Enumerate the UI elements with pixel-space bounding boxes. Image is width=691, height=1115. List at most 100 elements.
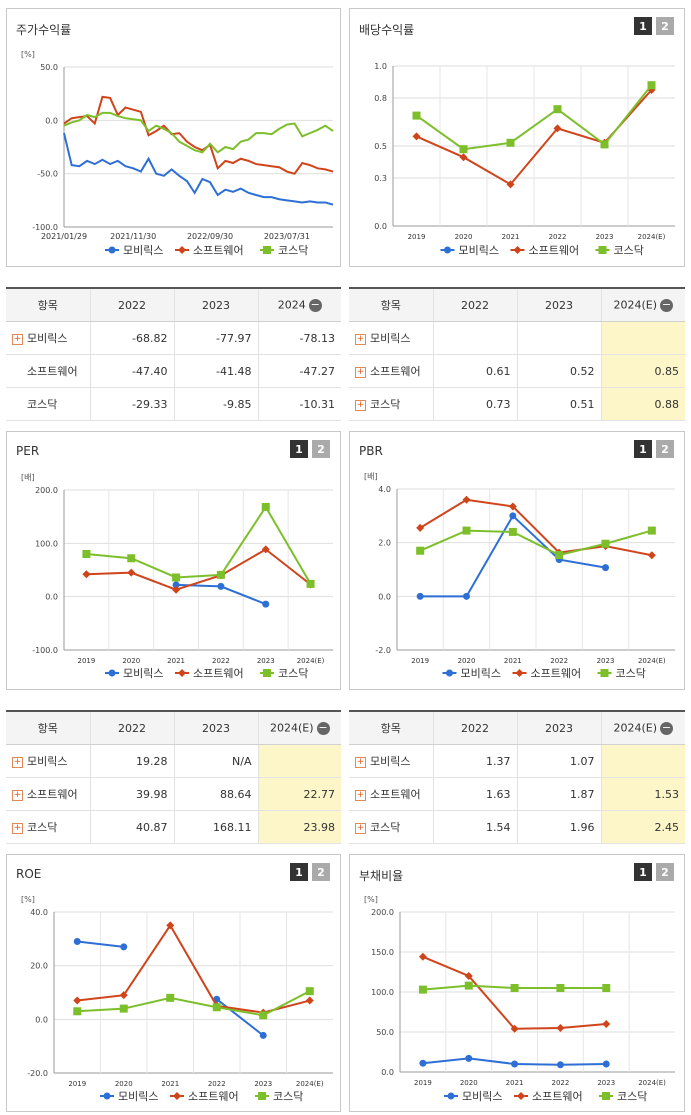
plus-box-icon[interactable]: + bbox=[12, 333, 23, 345]
minus-circle-icon[interactable]: − bbox=[316, 720, 330, 735]
x-tick-label: 2020 bbox=[115, 1080, 133, 1088]
tab-2[interactable]: 2 bbox=[656, 863, 674, 881]
x-tick-label: 2021/01/29 bbox=[41, 232, 87, 241]
tab-group: 1 2 bbox=[634, 17, 674, 35]
legend-label-kosdaq: 코스닥 bbox=[616, 667, 646, 680]
x-tick-label: 2023 bbox=[597, 1079, 615, 1087]
table-cell bbox=[516, 321, 601, 355]
table-cell: 168.11 bbox=[173, 810, 258, 844]
table-cell: 2.45 bbox=[600, 810, 685, 844]
plus-box-icon[interactable]: + bbox=[12, 789, 23, 801]
data-point-kosdaq bbox=[412, 111, 421, 120]
x-tick-label: 2021 bbox=[161, 1080, 179, 1088]
table-row: + 소프트웨어 1.63 1.87 1.53 bbox=[349, 777, 685, 811]
table-cell: 1.53 bbox=[600, 777, 685, 811]
tab-1[interactable]: 1 bbox=[290, 440, 308, 458]
pbr-panel: PBR 1 2 [배] 4.0 2.0 0.0 -2.0 2019 2020 2021 2022… bbox=[349, 431, 685, 690]
panel-title: 주가수익률 bbox=[16, 23, 72, 37]
tab-1[interactable]: 1 bbox=[634, 440, 652, 458]
series-line-software bbox=[63, 95, 334, 175]
table-row: + 소프트웨어 39.98 88.64 22.77 bbox=[6, 777, 341, 811]
tab-1[interactable]: 1 bbox=[634, 863, 652, 881]
data-point-mobirix bbox=[120, 943, 128, 951]
table-row: 코스닥 -29.33 -9.85 -10.31 bbox=[6, 387, 341, 421]
data-point-kosdaq bbox=[647, 81, 656, 90]
legend-marker-mobirix bbox=[446, 669, 453, 677]
x-tick-label: 2020 bbox=[458, 657, 476, 665]
x-tick-label: 2021 bbox=[506, 1079, 524, 1087]
tab-1[interactable]: 1 bbox=[290, 863, 308, 881]
table-cell: 23.98 bbox=[257, 810, 341, 844]
data-point-software bbox=[73, 996, 82, 1005]
tab-2[interactable]: 2 bbox=[656, 17, 674, 35]
plus-box-icon[interactable]: + bbox=[355, 822, 366, 834]
legend-label-software: 소프트웨어 bbox=[531, 667, 582, 680]
data-point-mobirix bbox=[602, 1060, 610, 1068]
legend-marker-kosdaq bbox=[602, 1092, 610, 1100]
table-row: + 모비릭스 -68.82 -77.97 -78.13 bbox=[6, 321, 341, 355]
roe-panel: ROE 1 2 [%] 40.0 20.0 0.0 -20.0 2019 2020 2021 2… bbox=[6, 854, 341, 1112]
plus-box-icon[interactable]: + bbox=[12, 822, 23, 834]
data-point-mobirix bbox=[556, 1061, 564, 1069]
data-point-kosdaq bbox=[119, 1004, 128, 1013]
plus-box-icon[interactable]: + bbox=[355, 399, 366, 411]
table-cell: 1.87 bbox=[516, 777, 601, 811]
data-point-software bbox=[508, 502, 517, 511]
plus-box-icon[interactable]: + bbox=[355, 789, 366, 801]
x-tick-label: 2020 bbox=[460, 1079, 478, 1087]
tab-2[interactable]: 2 bbox=[656, 440, 674, 458]
row-label: + 소프트웨어 bbox=[349, 777, 433, 811]
table-cell: 0.88 bbox=[600, 387, 685, 421]
table-row: + 코스닥 1.54 1.96 2.45 bbox=[349, 810, 685, 844]
data-point-software bbox=[459, 153, 468, 162]
minus-circle-icon[interactable]: − bbox=[660, 297, 674, 312]
table-cell: N/A bbox=[173, 744, 258, 778]
tab-group: 1 2 bbox=[290, 863, 330, 881]
panel-title: PER bbox=[16, 444, 40, 458]
data-point-kosdaq bbox=[306, 579, 315, 588]
legend-label-mobirix: 모비릭스 bbox=[123, 244, 163, 257]
tab-group: 1 2 bbox=[290, 440, 330, 458]
legend-label-mobirix: 모비릭스 bbox=[462, 1090, 502, 1103]
tab-group: 1 2 bbox=[634, 863, 674, 881]
data-point-software bbox=[510, 1024, 519, 1033]
legend-marker-mobirix bbox=[444, 246, 451, 254]
y-tick-label: -2.0 bbox=[375, 646, 391, 655]
data-point-mobirix bbox=[511, 1060, 519, 1068]
plus-box-icon[interactable]: + bbox=[355, 756, 366, 768]
pbr-chart: [배]4.0 2.0 0.0 -2.0 2019 2020 2021 2022 2023 2024… bbox=[364, 472, 675, 680]
series-line-kosdaq bbox=[415, 84, 653, 151]
plus-box-icon[interactable]: + bbox=[355, 366, 366, 378]
legend-label-mobirix: 모비릭스 bbox=[459, 244, 499, 257]
plus-box-icon[interactable]: + bbox=[12, 756, 23, 768]
x-tick-label: 2021 bbox=[504, 657, 522, 665]
x-tick-label: 2024(E) bbox=[638, 1079, 666, 1087]
table-cell: 0.51 bbox=[516, 387, 601, 421]
data-point-kosdaq bbox=[73, 1007, 82, 1016]
col-header: 항목 bbox=[6, 710, 90, 745]
table-cell: -9.85 bbox=[173, 387, 258, 421]
row-label: 소프트웨어 bbox=[6, 354, 90, 388]
table-cell bbox=[257, 744, 341, 778]
tab-1[interactable]: 1 bbox=[634, 17, 652, 35]
col-header: 2024− bbox=[257, 287, 341, 322]
table-cell: 0.61 bbox=[432, 354, 517, 388]
table-cell: 19.28 bbox=[89, 744, 174, 778]
y-tick-label: -100.0 bbox=[32, 646, 58, 655]
tab-2[interactable]: 2 bbox=[312, 863, 330, 881]
row-label: + 소프트웨어 bbox=[349, 354, 433, 388]
y-tick-label: -50.0 bbox=[37, 170, 58, 179]
x-tick-label: 2023 bbox=[254, 1080, 272, 1088]
y-tick-label: 0.0 bbox=[35, 1015, 48, 1024]
minus-circle-icon[interactable]: − bbox=[660, 720, 674, 735]
y-tick-label: 50.0 bbox=[40, 63, 58, 72]
per-table: 항목 2022 2023 2024(E) − + 모비릭스 19.28 N/A + 소… bbox=[6, 710, 341, 844]
data-point-software bbox=[416, 523, 425, 532]
data-point-software bbox=[127, 568, 136, 577]
col-header: 항목 bbox=[6, 287, 90, 322]
tab-2[interactable]: 2 bbox=[312, 440, 330, 458]
data-point-software bbox=[464, 972, 473, 980]
plus-box-icon[interactable]: + bbox=[355, 333, 366, 345]
x-tick-label: 2023/07/31 bbox=[264, 232, 310, 241]
minus-circle-icon[interactable]: − bbox=[308, 297, 322, 312]
